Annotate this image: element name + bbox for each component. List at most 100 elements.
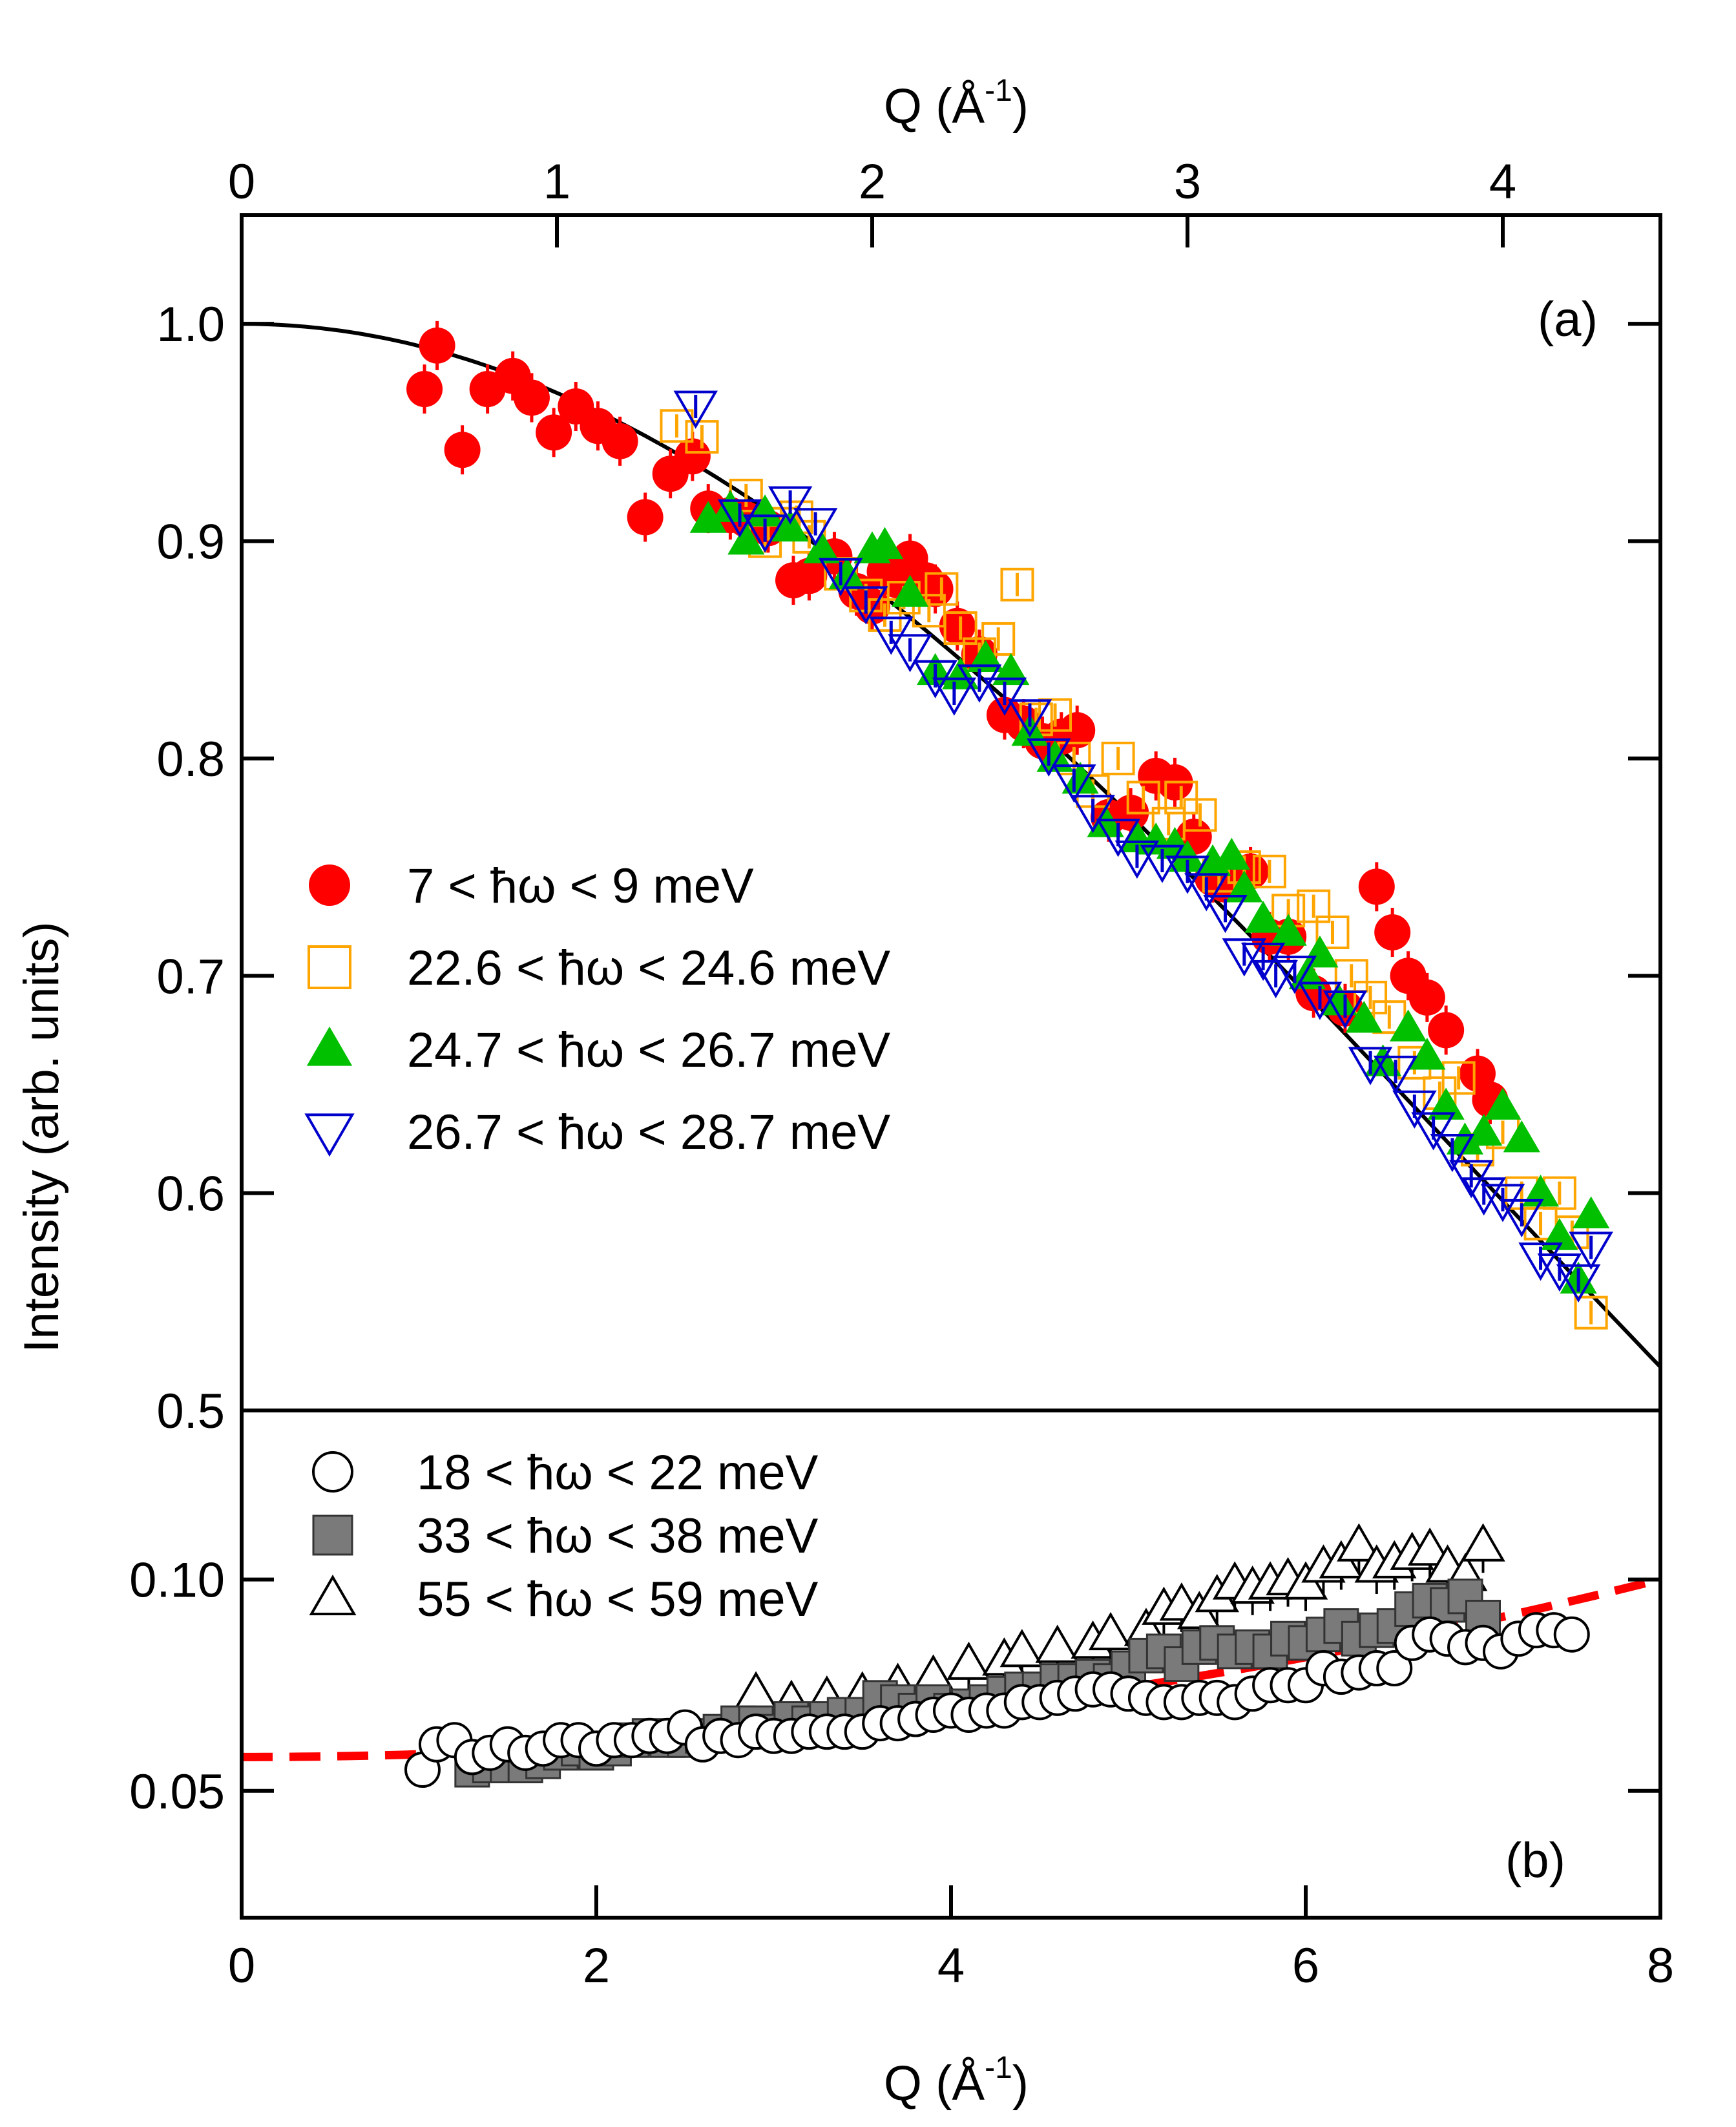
data-point (843, 586, 888, 625)
y-tick-label: 0.05 (129, 1765, 225, 1819)
data-point (1007, 699, 1052, 738)
data-point (444, 432, 481, 468)
panel-a-fit-curve (242, 322, 1662, 1368)
data-point (866, 527, 904, 560)
data-point (939, 607, 976, 644)
legend-marker (309, 1575, 357, 1615)
data-point (1408, 979, 1445, 1016)
data-point (1320, 983, 1357, 1016)
data-point (768, 486, 813, 525)
data-point (1052, 764, 1096, 803)
data-point (1408, 1038, 1446, 1070)
data-point (1038, 698, 1072, 732)
legend-marker (304, 1113, 355, 1157)
data-point (1101, 741, 1135, 775)
data-point (803, 531, 841, 563)
data-point (1428, 1012, 1465, 1049)
data-point (1461, 1523, 1505, 1562)
x-tick-label: 6 (1292, 1938, 1319, 1993)
data-point (742, 514, 788, 553)
data-point (1315, 916, 1350, 949)
data-point (771, 509, 809, 542)
panel-a-legend: 7 < ħω < 9 meV 22.6 < ħω < 24.6 meV 24.7 <… (304, 859, 890, 1160)
data-point (1500, 1199, 1544, 1238)
y-tick-label: 0.6 (156, 1167, 225, 1222)
y-tick-label: 0.8 (156, 732, 225, 787)
data-point (1573, 1196, 1610, 1229)
data-point (828, 557, 866, 590)
top-x-tick-label: 4 (1489, 154, 1516, 209)
data-point (406, 371, 443, 408)
data-point (717, 499, 762, 538)
data-point (746, 494, 784, 527)
x-tick-label: 4 (937, 1938, 965, 1993)
data-point (1114, 840, 1160, 879)
data-point (1553, 1616, 1590, 1653)
legend-label: 55 < ħω < 59 meV (417, 1572, 819, 1627)
data-point (1574, 1295, 1608, 1330)
y-tick-label: 0.9 (156, 515, 225, 570)
data-point (1392, 1090, 1437, 1129)
data-point (912, 594, 946, 628)
data-point (1461, 1177, 1506, 1216)
data-point (967, 640, 1005, 672)
x-tick-label: 2 (583, 1938, 610, 1993)
data-point (673, 390, 718, 429)
bottom-x-axis-label: Q (Å-1) (884, 2051, 1029, 2111)
y-tick-label: 0.5 (156, 1384, 225, 1439)
data-point (536, 414, 572, 451)
top-x-axis-label: Q (Å-1) (884, 74, 1029, 134)
data-point (674, 438, 711, 475)
data-point (1480, 1184, 1525, 1222)
data-point (1441, 1061, 1476, 1095)
y-tick-label: 0.10 (129, 1553, 225, 1608)
data-point (419, 327, 455, 364)
data-point (1270, 914, 1307, 946)
data-point (1503, 1120, 1540, 1153)
data-point (1541, 1218, 1578, 1250)
data-point (1071, 795, 1115, 833)
data-point (1374, 914, 1411, 950)
top-x-tick-label: 0 (228, 154, 255, 209)
top-x-tick-label: 3 (1174, 154, 1201, 209)
data-point (999, 1629, 1045, 1668)
legend-marker (308, 945, 351, 989)
data-point (627, 499, 664, 536)
data-point (685, 420, 719, 454)
data-point (1253, 959, 1298, 999)
panel-b: 0 2 4 6 8 0.05 0.10 (b) Q (Å-1) 18 < ħω < 22 m… (129, 1409, 1674, 2111)
top-x-tick-label: 1 (543, 154, 570, 209)
data-point (1203, 894, 1248, 934)
data-point (1427, 1087, 1465, 1120)
y-tick-label: 1.0 (156, 297, 225, 352)
data-point (1537, 1253, 1582, 1292)
data-point (943, 611, 978, 645)
data-point (818, 558, 863, 596)
data-point (1484, 1087, 1522, 1120)
x-tick-label: 8 (1647, 1938, 1674, 1993)
panel-b-legend: 18 < ħω < 22 meV 33 < ħω < 38 meV 55 < ħω … (309, 1445, 819, 1627)
data-point (1184, 873, 1229, 912)
data-point (1244, 901, 1282, 933)
legend-label: 26.7 < ħω < 28.7 meV (407, 1105, 890, 1160)
data-point (1222, 938, 1267, 977)
data-point (981, 622, 1016, 656)
data-point (992, 653, 1030, 686)
data-point (1297, 889, 1331, 923)
data-point (1027, 738, 1071, 777)
data-point (733, 1671, 779, 1710)
panel-b-label: (b) (1505, 1833, 1565, 1888)
data-point (1000, 567, 1034, 602)
data-point (1446, 1122, 1484, 1155)
data-point (982, 677, 1027, 716)
data-point (1376, 1650, 1413, 1687)
data-point (1373, 1055, 1418, 1095)
data-point (601, 423, 638, 459)
data-point (1556, 1264, 1601, 1303)
data-point (1337, 1523, 1381, 1562)
data-point (888, 634, 932, 673)
data-point (1569, 1231, 1613, 1270)
data-point (1345, 1000, 1383, 1033)
y-tick-label: 0.7 (156, 949, 225, 1004)
